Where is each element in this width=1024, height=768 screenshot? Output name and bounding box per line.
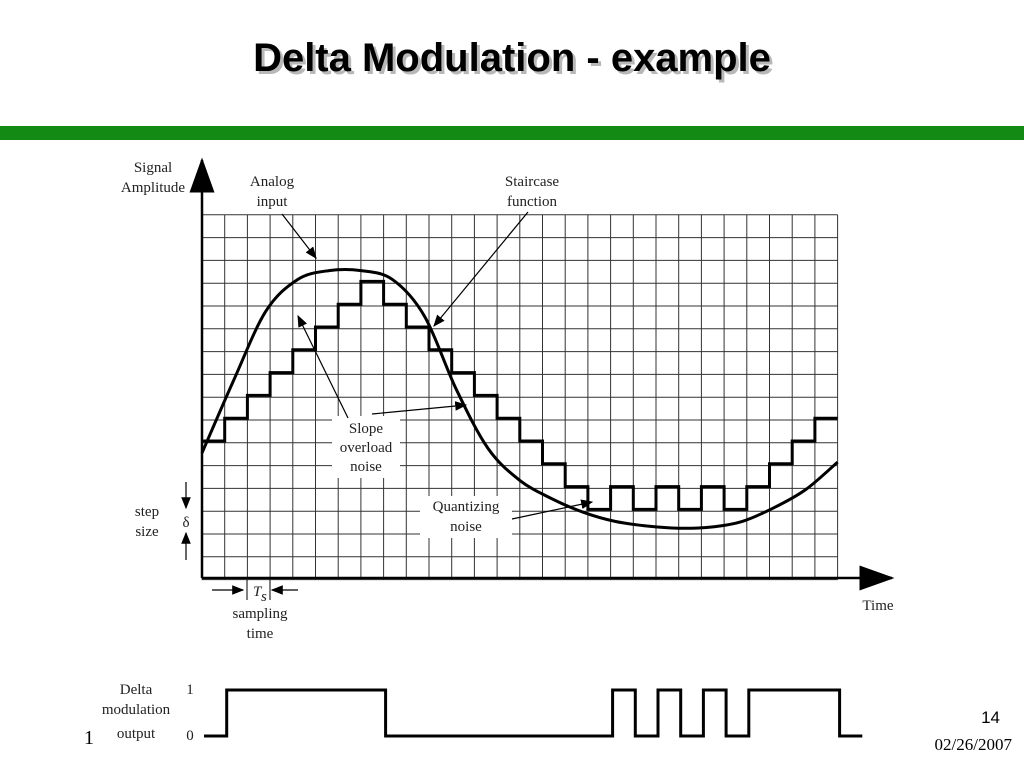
delta-modulation-output-label: modulation [102,702,171,718]
delta-modulation-output-label: Delta [120,682,153,698]
footer-fragment: 1 [84,727,94,749]
quantizing-noise-label-bg [420,496,512,538]
grid [201,214,839,581]
delta-symbol: δ [182,515,189,531]
staircase-function-label: Staircase [505,174,559,190]
slope-overload-noise-label: Slope [349,421,384,437]
slope-overload-label-bg [332,416,400,478]
quantizing-noise-label: Quantizing [433,499,500,515]
output-level-one: 1 [186,682,194,698]
delta-modulation-output-waveform [204,688,863,738]
slope-overload-noise-label: noise [350,459,382,475]
ts-label: T [253,584,263,600]
sampling-time-label: time [247,626,274,642]
ts-subscript: s [261,589,267,605]
staircase-function-arrow [433,211,529,327]
step-size-label: size [135,524,159,540]
quantizing-noise-label: noise [450,519,482,535]
staircase-function-label: function [507,194,557,210]
analog-input-arrow [281,213,317,259]
title-divider-bar [0,126,1024,140]
slide-title: Delta Modulation - example [253,36,771,80]
quantizing-noise-arrow [511,499,594,520]
signal-amplitude-label: Signal [134,160,172,176]
delta-modulation-output-label: output [117,726,156,742]
staircase-function-line [202,279,838,511]
step-size-label: step [135,504,159,520]
analog-input-label: input [257,194,289,210]
sampling-time-label: sampling [233,606,288,622]
signal-amplitude-label: Amplitude [121,180,186,196]
time-axis-label: Time [862,598,893,614]
slope-overload-arrow [371,401,468,415]
slope-overload-noise-label: overload [340,440,393,456]
page-number: 14 [981,708,1000,727]
analog-input-label: Analog [250,174,295,190]
slope-overload-arrow [297,314,349,419]
analog-input-curve [200,267,839,530]
slide-date: 02/26/2007 [934,735,1012,754]
output-level-zero: 0 [186,728,194,744]
